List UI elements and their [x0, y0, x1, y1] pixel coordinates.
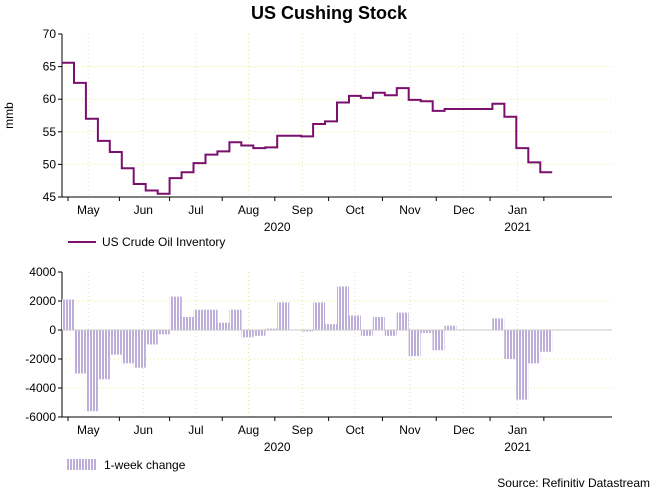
chart-title: US Cushing Stock: [251, 3, 408, 23]
y-axis-label: mmb: [2, 102, 16, 129]
bar: [157, 330, 170, 335]
x-tick-label: Jul: [188, 423, 203, 437]
x-year-label: 2020: [264, 220, 291, 234]
x-tick-label: May: [77, 423, 100, 437]
x-tick-label: Dec: [453, 423, 474, 437]
x-tick-label: Jun: [134, 203, 153, 217]
y-tick-label: 4000: [29, 265, 56, 279]
bar: [193, 309, 206, 330]
x-tick-label: Oct: [346, 203, 365, 217]
y-tick-label: -2000: [25, 352, 56, 366]
x-tick-label: Jan: [508, 423, 527, 437]
x-tick-label: Oct: [346, 423, 365, 437]
bar: [241, 330, 254, 338]
x-year-label: 2021: [504, 440, 531, 454]
bar: [420, 330, 433, 333]
bar: [277, 302, 290, 330]
bar: [528, 330, 541, 364]
bar: [337, 286, 349, 330]
x-year-label: 2021: [504, 220, 531, 234]
weekly-change-panel: -6000 -4000 -2000 0 2000 4000 May Jun Jul Aug Sep O…: [25, 265, 612, 454]
x-tick-label: Nov: [399, 203, 420, 217]
x-tick-label: Dec: [453, 203, 474, 217]
bar: [62, 299, 74, 330]
x-tick-label: Aug: [238, 423, 259, 437]
y-tick-label: 50: [43, 157, 57, 171]
bar: [360, 330, 373, 336]
x-tick-label: May: [77, 203, 100, 217]
bar: [348, 315, 361, 330]
bar: [181, 316, 194, 330]
x-tick-label: Aug: [238, 203, 259, 217]
y-tick-label: 70: [43, 27, 57, 41]
bar: [121, 330, 134, 364]
bar: [384, 330, 397, 336]
x-tick-label: Sep: [292, 203, 314, 217]
bar: [313, 302, 326, 330]
bar: [325, 324, 337, 330]
source-note: Source: Refinitiv Datastream: [497, 476, 650, 490]
y-tick-label: -6000: [25, 410, 56, 424]
legend-label-inventory: US Crude Oil Inventory: [102, 235, 225, 249]
x-tick-label: Sep: [292, 423, 314, 437]
y-tick-label: -4000: [25, 381, 56, 395]
y-tick-label: 0: [49, 323, 56, 337]
bar: [265, 328, 278, 330]
bar: [540, 330, 553, 352]
y-tick-label: 60: [43, 92, 57, 106]
x-tick-label: Jul: [188, 203, 203, 217]
legend-label-change: 1-week change: [104, 458, 186, 472]
x-tick-label: Nov: [399, 423, 420, 437]
x-year-label: 2020: [264, 440, 291, 454]
bar: [516, 330, 529, 400]
bar: [133, 330, 146, 368]
bar: [504, 330, 517, 359]
inventory-panel: 45 50 55 60 65 70 May Jun Jul Aug Sep Oct Nov Dec Jan 2…: [2, 27, 612, 234]
bar: [408, 330, 421, 357]
bar: [492, 318, 505, 330]
bar: [372, 316, 385, 330]
bar: [97, 330, 110, 380]
y-tick-label: 2000: [29, 294, 56, 308]
bar: [253, 330, 266, 336]
bar: [217, 322, 230, 330]
x-tick-label: Jan: [508, 203, 527, 217]
bar: [169, 296, 182, 330]
bar: [396, 312, 409, 330]
legend-bar-swatch: [67, 459, 96, 470]
series-line-inventory: [62, 61, 553, 195]
bar: [85, 330, 98, 412]
y-tick-label: 55: [43, 125, 57, 139]
x-tick-label: Jun: [134, 423, 153, 437]
bar: [432, 330, 445, 351]
bar: [444, 325, 457, 330]
bar: [301, 330, 314, 332]
bar: [109, 330, 122, 355]
y-tick-label: 65: [43, 60, 57, 74]
y-tick-label: 45: [43, 190, 57, 204]
bar: [205, 309, 218, 330]
bar: [145, 330, 158, 345]
bar: [73, 330, 86, 374]
bar: [229, 309, 242, 330]
